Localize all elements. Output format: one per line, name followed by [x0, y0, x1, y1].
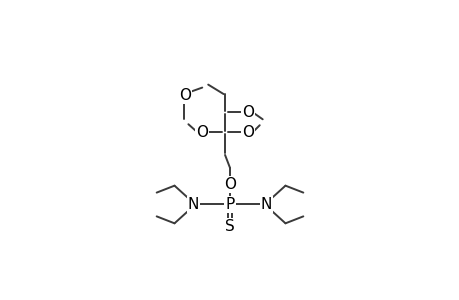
- Text: O: O: [179, 88, 191, 103]
- Text: S: S: [224, 219, 235, 234]
- Text: N: N: [260, 197, 272, 212]
- Text: P: P: [225, 197, 234, 212]
- Text: O: O: [224, 177, 235, 192]
- Text: O: O: [241, 105, 253, 120]
- Text: O: O: [196, 125, 208, 140]
- Text: N: N: [187, 197, 199, 212]
- Text: O: O: [241, 125, 253, 140]
